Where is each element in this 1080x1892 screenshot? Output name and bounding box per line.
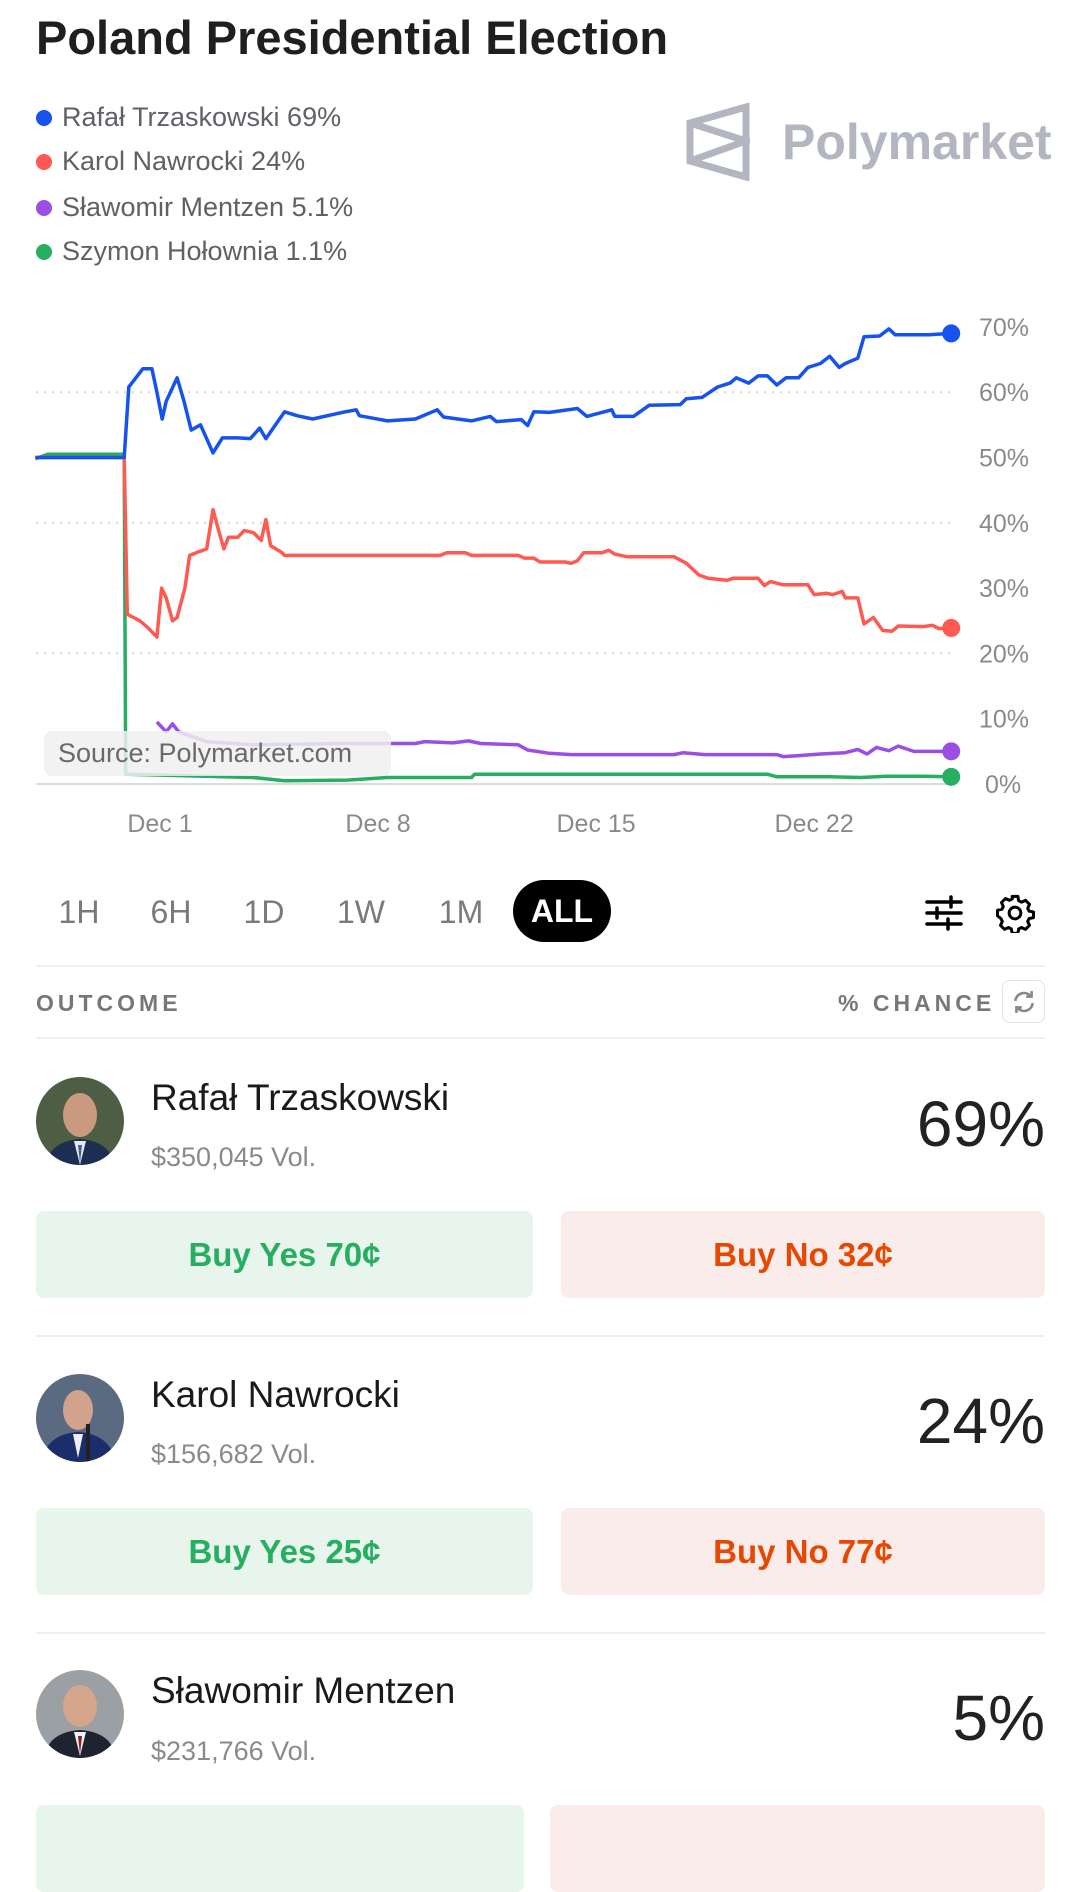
range-1h-button[interactable]: 1H: [58, 894, 100, 930]
avatar-photo: [36, 1374, 124, 1462]
y-tick-label: 30%: [979, 575, 1029, 603]
avatar: [36, 1670, 124, 1758]
y-tick-label: 20%: [979, 640, 1029, 668]
gear-icon[interactable]: [995, 893, 1035, 933]
outcome-volume: $350,045 Vol.: [151, 1142, 317, 1172]
series-endpoint: [942, 324, 961, 343]
avatar-photo: [36, 1670, 124, 1758]
range-1w-button[interactable]: 1W: [337, 894, 385, 930]
range-all-button[interactable]: ALL: [513, 880, 611, 942]
outcome-name[interactable]: Sławomir Mentzen: [151, 1670, 456, 1711]
legend-item: Szymon Hołownia 1.1%: [36, 236, 347, 267]
source-label: Source: Polymarket.com: [44, 731, 391, 776]
legend-label: Rafał Trzaskowski 69%: [62, 102, 342, 132]
divider: [36, 1037, 1045, 1039]
divider: [36, 1335, 1045, 1337]
y-tick-label: 60%: [979, 379, 1029, 407]
page-title: Poland Presidential Election: [36, 11, 669, 64]
divider: [36, 965, 1045, 967]
chance-column-header: % CHANCE: [838, 990, 996, 1016]
legend-label: Karol Nawrocki 24%: [62, 146, 306, 176]
y-tick-label: 40%: [979, 510, 1029, 538]
legend-item: Rafał Trzaskowski 69%: [36, 102, 341, 133]
y-tick-label: 0%: [985, 771, 1021, 799]
avatar: [36, 1077, 124, 1165]
legend-item: Sławomir Mentzen 5.1%: [36, 192, 353, 223]
polymarket-logo: Polymarket: [686, 103, 1052, 181]
range-1m-button[interactable]: 1M: [438, 894, 484, 930]
legend-dot: [36, 199, 52, 216]
avatar: [36, 1374, 124, 1462]
series-line: [35, 455, 952, 639]
outcome-chance: 69%: [916, 1088, 1045, 1160]
legend-label: Szymon Hołownia 1.1%: [62, 236, 348, 266]
x-tick-label: Dec 8: [345, 810, 410, 838]
series-endpoint: [942, 742, 961, 761]
refresh-icon: [1013, 990, 1034, 1013]
range-6h-button[interactable]: 6H: [150, 894, 192, 930]
buy-no-button[interactable]: [550, 1805, 1045, 1892]
y-tick-label: 50%: [979, 445, 1029, 473]
y-tick-label: 70%: [979, 314, 1029, 342]
buy-yes-button[interactable]: Buy Yes 70¢: [36, 1211, 533, 1298]
outcome-name[interactable]: Rafał Trzaskowski: [151, 1077, 450, 1118]
series-line: [34, 452, 952, 783]
outcome-volume: $156,682 Vol.: [151, 1439, 317, 1469]
x-tick-label: Dec 1: [127, 810, 192, 838]
polymarket-logo-text: Polymarket: [782, 114, 1052, 170]
divider: [36, 1632, 1045, 1634]
series-line: [35, 327, 952, 460]
outcome-name[interactable]: Karol Nawrocki: [151, 1374, 400, 1415]
series-endpoint: [942, 767, 961, 786]
buy-no-button[interactable]: Buy No 77¢: [561, 1508, 1045, 1595]
x-tick-label: Dec 15: [556, 810, 635, 838]
avatar-photo: [36, 1077, 124, 1165]
series-endpoint: [942, 618, 961, 637]
refresh-button[interactable]: [1002, 980, 1045, 1023]
filter-sliders-icon[interactable]: [924, 893, 964, 933]
outcome-column-header: OUTCOME: [36, 990, 182, 1016]
range-1d-button[interactable]: 1D: [243, 894, 285, 930]
y-tick-label: 10%: [979, 706, 1029, 734]
legend-dot: [36, 109, 52, 126]
outcome-chance: 5%: [952, 1682, 1046, 1754]
legend-dot: [36, 243, 52, 260]
polymarket-logo-icon: [686, 103, 750, 181]
legend-item: Karol Nawrocki 24%: [36, 146, 305, 177]
buy-yes-button[interactable]: [36, 1805, 524, 1892]
legend-label: Sławomir Mentzen 5.1%: [62, 192, 354, 222]
x-tick-label: Dec 22: [775, 810, 854, 838]
outcome-volume: $231,766 Vol.: [151, 1736, 317, 1766]
outcome-chance: 24%: [916, 1385, 1045, 1457]
legend-dot: [36, 153, 52, 170]
buy-no-button[interactable]: Buy No 32¢: [561, 1211, 1045, 1298]
buy-yes-button[interactable]: Buy Yes 25¢: [36, 1508, 533, 1595]
